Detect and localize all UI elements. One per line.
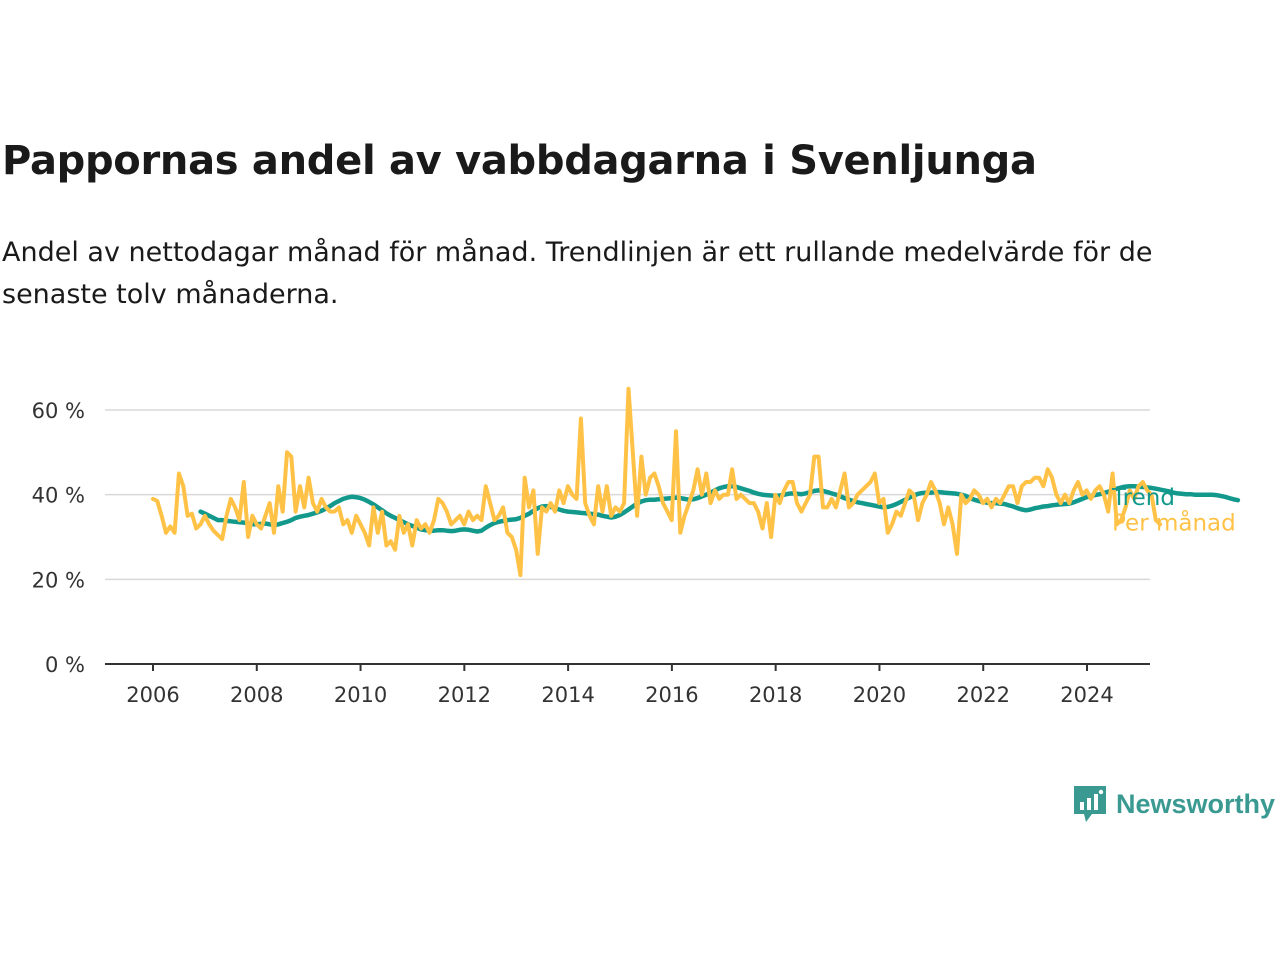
x-tick-label: 2006 — [126, 683, 179, 707]
trend-series-line — [198, 483, 1241, 534]
x-tick-label: 2020 — [853, 683, 906, 707]
x-axis: 2006 2008 2010 2012 2014 2016 2018 2020 2022 2024 — [105, 663, 1150, 707]
x-tick-label: 2014 — [541, 683, 594, 707]
y-tick-label: 0 % — [45, 653, 85, 677]
chart-title: Pappornas andel av vabbdagarna i Svenlju… — [2, 138, 1037, 184]
monthly-series-line — [151, 386, 1163, 578]
x-tick-label: 2024 — [1060, 683, 1113, 707]
newsworthy-logo: Newsworthy — [1072, 784, 1275, 824]
x-tick-label: 2010 — [334, 683, 387, 707]
brand-name: Newsworthy — [1116, 788, 1276, 819]
series-lines — [151, 386, 1241, 578]
per-manad-label: Per månad — [1112, 508, 1236, 536]
chart-subtitle: Andel av nettodagar månad för månad. Tre… — [2, 237, 1153, 310]
trend-label: Trend — [1111, 485, 1175, 511]
y-tick-label: 60 % — [32, 399, 85, 423]
x-tick-label: 2016 — [645, 683, 698, 707]
y-axis-tick-labels: 0 % 20 % 40 % 60 % — [32, 399, 85, 677]
newsworthy-logo-icon — [1074, 786, 1106, 822]
y-tick-label: 40 % — [32, 484, 85, 508]
x-tick-label: 2012 — [438, 683, 491, 707]
y-tick-label: 20 % — [32, 568, 85, 592]
x-tick-label: 2022 — [956, 683, 1009, 707]
line-chart: 0 % 20 % 40 % 60 % 2006 2008 2010 2012 2014 2016… — [32, 386, 1241, 707]
x-tick-label: 2008 — [230, 683, 283, 707]
x-tick-label: 2018 — [749, 683, 802, 707]
